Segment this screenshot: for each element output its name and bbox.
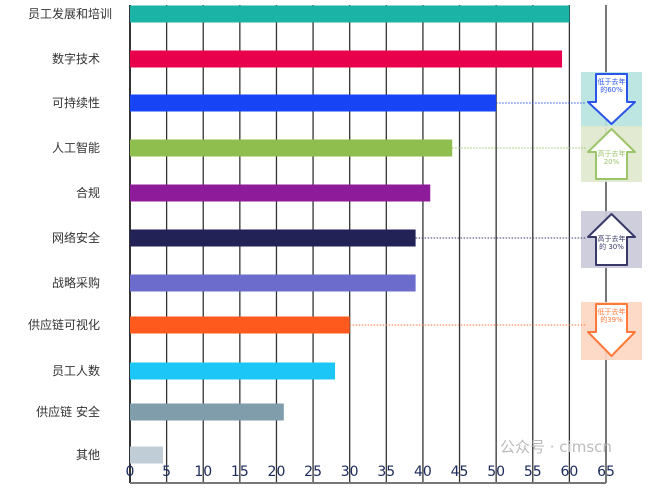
category-label: 供应链可视化	[28, 317, 100, 332]
bar	[130, 94, 497, 112]
category-label: 人工智能	[52, 140, 100, 155]
category-label: 可持续性	[52, 95, 100, 110]
bar	[130, 5, 570, 23]
x-tick-label: 40	[414, 464, 432, 480]
bar	[130, 184, 431, 202]
category-label: 供应链 安全	[36, 404, 100, 419]
x-tick-label: 25	[304, 464, 322, 480]
x-tick-label: 0	[126, 464, 135, 480]
annotation-text: 低于去年的60%	[597, 78, 626, 94]
category-label: 员工人数	[52, 363, 100, 378]
category-label: 战略采购	[52, 275, 100, 290]
bar	[130, 446, 163, 464]
annotation-text: 低于去年的39%	[597, 308, 626, 324]
category-label: 员工发展和培训	[28, 6, 112, 21]
x-tick-label: 5	[162, 464, 171, 480]
arrow-up-icon	[587, 213, 636, 266]
bar	[130, 274, 416, 292]
x-tick-label: 65	[597, 464, 615, 480]
bar	[130, 50, 563, 68]
bar	[130, 316, 350, 334]
x-tick-label: 10	[194, 464, 212, 480]
bar	[130, 403, 284, 421]
annotation-text: 高于去年的 30%	[597, 235, 626, 251]
x-tick-label: 30	[341, 464, 359, 480]
category-label: 其他	[76, 448, 100, 462]
x-tick-label: 15	[231, 464, 249, 480]
category-label: 合规	[76, 185, 100, 200]
category-label: 数字技术	[52, 51, 100, 66]
watermark: 公众号 · cimscn	[500, 438, 612, 456]
bar	[130, 362, 336, 380]
x-tick-label: 35	[377, 464, 395, 480]
x-tick-label: 50	[487, 464, 505, 480]
annotation-text: 高于去年20%	[597, 150, 626, 166]
x-tick-label: 60	[560, 464, 578, 480]
arrow-down-icon	[587, 303, 636, 357]
arrow-down-icon	[587, 73, 636, 125]
category-label: 网络安全	[52, 230, 100, 245]
bar	[130, 139, 453, 157]
bar	[130, 229, 416, 247]
x-tick-label: 55	[524, 464, 542, 480]
arrow-up-icon	[587, 128, 636, 180]
x-tick-label: 45	[451, 464, 469, 480]
x-tick-label: 20	[268, 464, 286, 480]
